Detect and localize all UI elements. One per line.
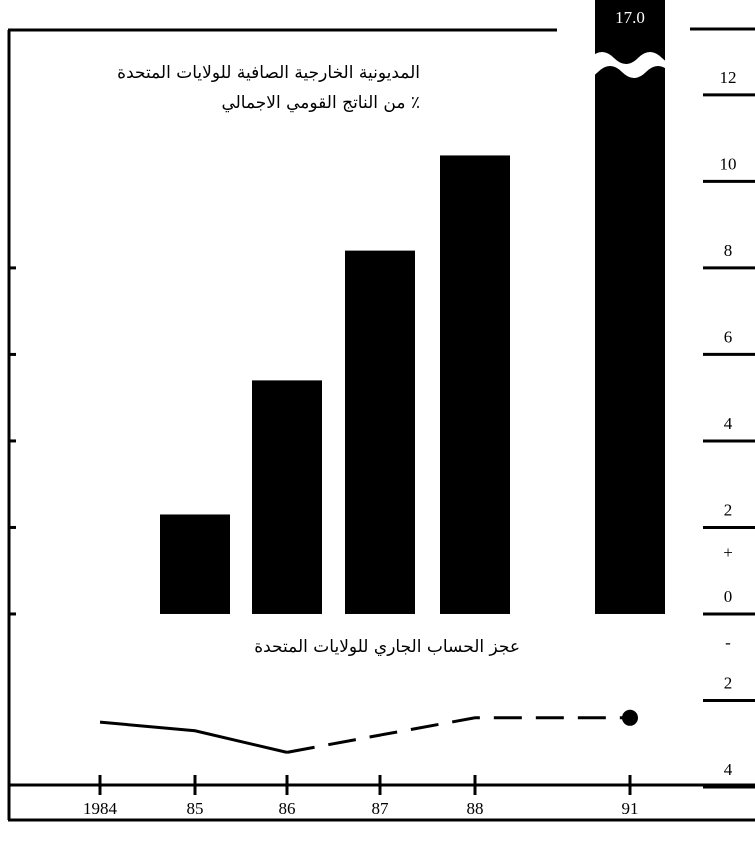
x-tick-label: 85 (187, 799, 204, 818)
y-tick-label: 8 (724, 241, 733, 260)
y-tick-label: 12 (720, 68, 737, 87)
y-tick-label: 10 (720, 154, 737, 173)
line-end-dot (622, 709, 638, 726)
line-dashed (286, 716, 630, 754)
x-tick-label: 86 (279, 799, 296, 818)
y-tick-label: 2 (724, 500, 733, 519)
chart-title: المديونية الخارجية الصافية للولايات المت… (117, 63, 420, 83)
x-tick-label: 91 (622, 799, 639, 818)
y-tick-label: 4 (724, 760, 733, 779)
bar (252, 380, 322, 614)
line-label: عجز الحساب الجاري للولايات المتحدة (254, 637, 520, 657)
sign-label: + (723, 543, 733, 562)
bar (595, 0, 665, 614)
bar (440, 155, 510, 614)
bar (345, 250, 415, 614)
line-solid (99, 720, 288, 754)
value-label: 17.0 (615, 8, 645, 27)
bar (160, 514, 230, 614)
y-tick-label: 4 (724, 414, 733, 433)
x-tick-label: 88 (467, 799, 484, 818)
y-tick-label: 2 (724, 673, 733, 692)
x-tick-label: 87 (372, 799, 390, 818)
y-tick-label: 0 (724, 587, 733, 606)
break (574, 52, 686, 78)
chart-subtitle: ٪ من الناتج القومي الاجمالي (221, 93, 420, 113)
y-tick-label: 6 (724, 327, 733, 346)
x-tick-label: 1984 (83, 799, 118, 818)
sign-label: - (725, 633, 731, 652)
